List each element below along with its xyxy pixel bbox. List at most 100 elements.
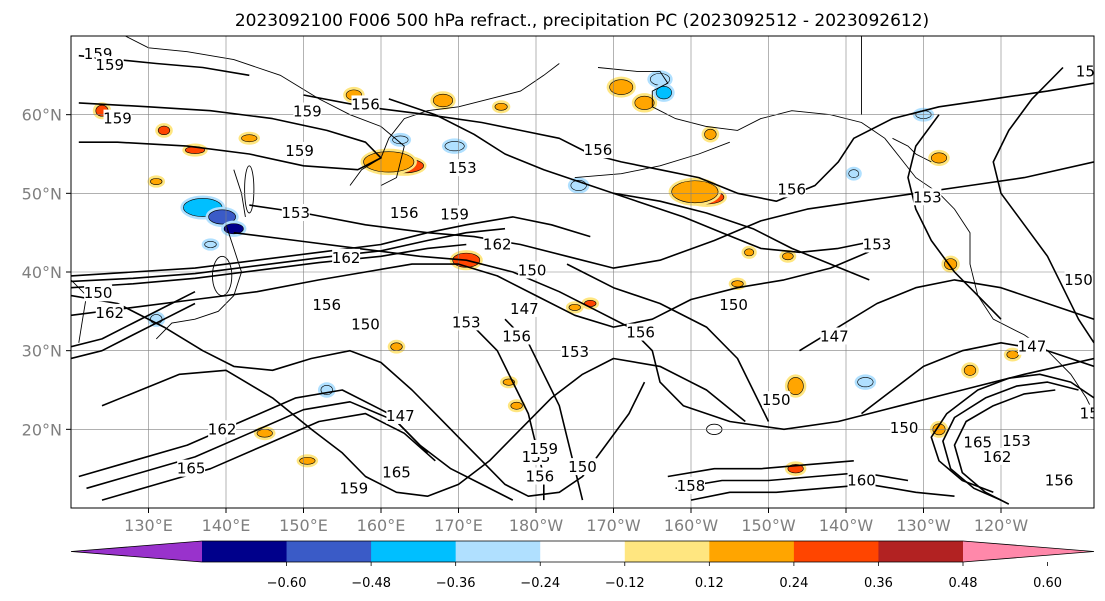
contour-label-bg (440, 205, 469, 223)
precip-patch (655, 86, 672, 100)
colorbar-tick-label: 0.12 (695, 576, 724, 591)
x-tick-label: 150°W (741, 516, 796, 535)
contour-label-bg (312, 296, 341, 314)
contour-label-bg (502, 327, 531, 345)
contour-line-150 (861, 342, 1094, 415)
contour-label: 150 (890, 419, 919, 437)
contour-label-bg (1064, 270, 1093, 288)
contour-label-bg (351, 315, 380, 333)
contour-label-bg (963, 433, 992, 451)
contour-label: 150 (1080, 405, 1105, 423)
precip-patch (848, 169, 860, 178)
precip-patch (510, 401, 523, 410)
colorbar-tick-label: 0.24 (779, 576, 808, 591)
contour-label-bg (913, 188, 942, 206)
precip-patch (704, 128, 717, 140)
contour-label-bg (510, 299, 539, 317)
coastline (574, 141, 730, 179)
precip-patch (857, 377, 874, 388)
contour-line-159 (71, 243, 467, 289)
contour-label-bg (84, 284, 113, 302)
contour-label-bg (626, 323, 655, 341)
y-tick-label: 40°N (22, 263, 62, 282)
x-tick-label: 160°E (357, 516, 406, 535)
contour-label: 150 (84, 284, 113, 302)
contour-label-bg (525, 467, 554, 485)
contour-label: 156 (390, 204, 419, 222)
contour-label: 150 (1064, 271, 1093, 289)
chart-title: 2023092100 F006 500 hPa refract., precip… (235, 11, 929, 31)
contour-line-162 (101, 412, 436, 501)
contour-label: 153 (448, 159, 477, 177)
contour-label: 156 (1045, 471, 1074, 489)
contour-label: 147 (1018, 338, 1047, 356)
contour-line-156 (667, 460, 854, 478)
contour-label-bg (1002, 432, 1031, 450)
contour-labels: 159 159 159 159 156 159 153 156 156 153 156 153 156 1… (84, 45, 1105, 497)
contour-line-147 (799, 279, 1094, 352)
contour-label-bg (332, 248, 361, 266)
colorbar-segment (793, 541, 879, 562)
contour-label: 158 (677, 477, 706, 495)
contour-label: 162 (332, 249, 361, 267)
precip-patch (433, 93, 453, 108)
colorbar-segment (286, 541, 372, 562)
x-tick-label: 120°W (974, 516, 1029, 535)
contour-label-bg (1018, 337, 1046, 355)
precip-patch (634, 95, 655, 110)
contour-label-bg (1080, 404, 1094, 422)
contour-label: 159 (529, 440, 558, 458)
contour-label-bg (339, 479, 368, 497)
contour-label-bg (847, 471, 876, 489)
contour-label: 159 (103, 110, 132, 128)
contour-label: 150 (568, 458, 597, 476)
precip-patch (392, 135, 409, 145)
precip-patch (782, 252, 794, 261)
contour-label: 153 (281, 204, 310, 222)
colorbar-tick-label: −0.24 (520, 576, 560, 591)
contour-label: 159 (440, 206, 469, 224)
x-tick-label: 130°E (124, 516, 173, 535)
contour-label: 156 (626, 324, 655, 342)
contour-label: 147 (386, 407, 415, 425)
precip-patch (157, 125, 171, 136)
precip-patch (494, 102, 508, 111)
contour-label: 159 (95, 56, 124, 74)
contour-label: 150 (762, 391, 791, 409)
contour-label-bg (293, 102, 322, 120)
contour-label-bg (820, 327, 849, 345)
contour-label-bg (560, 343, 589, 361)
contour-label: 153 (1002, 432, 1031, 450)
x-tick-label: 160°W (664, 516, 719, 535)
contour-label-bg (103, 109, 132, 127)
colorbar-segment (202, 541, 288, 562)
contour-label: 159 (285, 142, 314, 160)
precip-patch (204, 241, 217, 248)
contour-line-153 (907, 114, 1002, 320)
colorbar-segment (624, 541, 710, 562)
contour-label: 156 (584, 141, 613, 159)
refractivity-contours (71, 54, 1094, 505)
x-tick-label: 170°E (434, 516, 483, 535)
contour-line-162 (930, 373, 1094, 494)
contour-label: 150 (518, 261, 547, 279)
colorbar-extend-min (71, 541, 202, 562)
contour-label-bg (518, 261, 547, 279)
contour-line-150 (992, 66, 1094, 344)
precip-patch (241, 134, 258, 143)
contour-label-bg (386, 406, 415, 424)
precip-patch (609, 79, 634, 95)
contour-label: 162 (483, 235, 512, 253)
contour-line-165 (78, 389, 514, 501)
contour-line-150 (690, 483, 955, 501)
contour-line-153 (613, 192, 870, 281)
colorbar-tick-label: −0.60 (267, 576, 307, 591)
contour-label: 156 (312, 296, 341, 314)
colorbar-segment (371, 541, 457, 562)
contour-line-162 (71, 290, 196, 348)
x-tick-label: 140°W (819, 516, 874, 535)
contour-label-bg (719, 296, 748, 314)
contour-label-bg (208, 420, 237, 438)
contour-label: 153 (452, 313, 481, 331)
